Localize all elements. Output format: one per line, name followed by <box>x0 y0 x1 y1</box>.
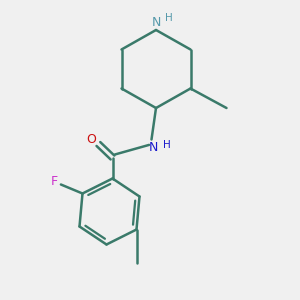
Text: H: H <box>163 140 171 150</box>
Text: N: N <box>151 16 161 28</box>
Text: F: F <box>50 175 58 188</box>
Text: N: N <box>148 141 158 154</box>
Text: H: H <box>165 14 172 23</box>
Text: O: O <box>87 133 96 146</box>
